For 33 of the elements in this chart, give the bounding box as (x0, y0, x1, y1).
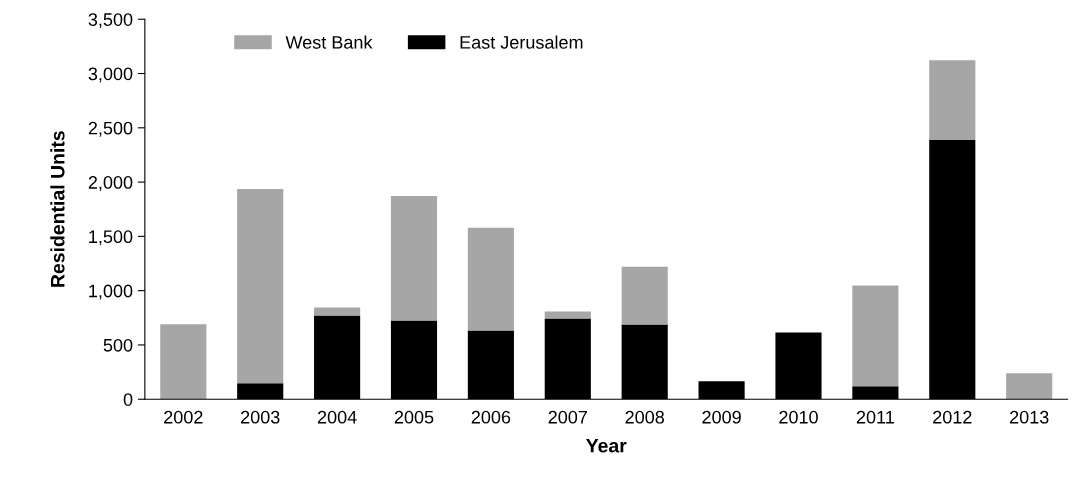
x-tick-label: 2007 (548, 410, 587, 424)
bar (237, 188, 284, 384)
y-tick-label: 2,000 (88, 176, 133, 191)
y-tick-label: 3,500 (88, 13, 133, 29)
bar (621, 266, 668, 325)
bar (314, 307, 361, 316)
bar (467, 227, 514, 331)
bar (929, 60, 976, 140)
y-tick-label: 500 (103, 338, 133, 352)
y-tick-label: 1,000 (89, 284, 133, 300)
x-tick-label: 2012 (933, 410, 972, 424)
x-tick-label: 2005 (394, 410, 434, 424)
x-tick-label: 2011 (856, 410, 894, 424)
legend-label: East Jerusalem (460, 35, 583, 49)
bar (160, 324, 207, 400)
y-tick-label: 0 (123, 393, 133, 406)
x-tick-label: 2004 (317, 410, 357, 424)
x-tick-label: 2002 (164, 410, 203, 424)
x-axis-title: Year (586, 439, 627, 453)
bar (390, 195, 438, 321)
y-tick-label: 2,500 (88, 121, 133, 137)
legend-label: West Bank (285, 35, 373, 49)
x-tick-label: 2008 (625, 410, 664, 424)
x-tick-label: 2010 (779, 410, 818, 424)
x-tick-label: 2013 (1010, 410, 1049, 424)
bar (1006, 373, 1053, 400)
y-tick-label: 3,000 (88, 67, 133, 83)
y-axis-title: Residential Units (50, 131, 65, 287)
bar (852, 285, 899, 387)
x-tick-label: 2006 (471, 410, 511, 424)
x-tick-label: 2009 (702, 410, 741, 424)
x-tick-label: 2003 (241, 410, 280, 424)
y-tick-label: 1,500 (89, 230, 133, 246)
